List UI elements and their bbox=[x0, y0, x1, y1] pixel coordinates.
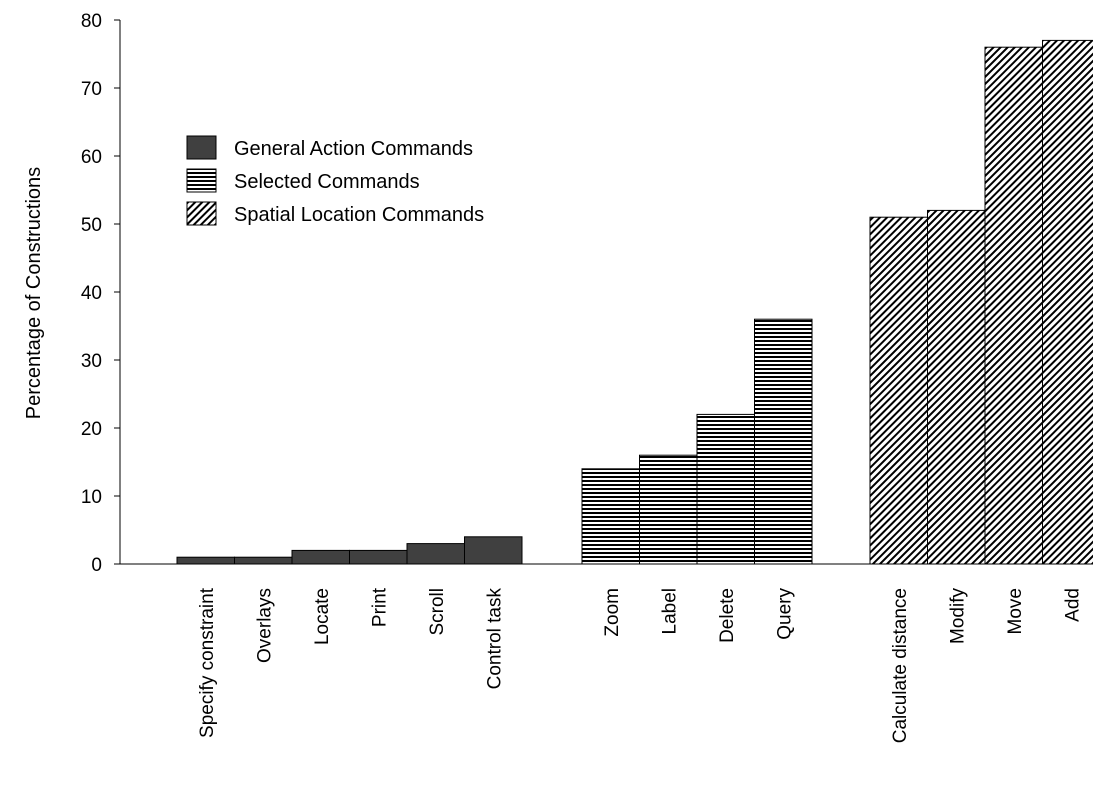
x-tick-label: Specify constraint bbox=[197, 587, 218, 738]
x-tick-label: Label bbox=[659, 588, 680, 635]
series-1 bbox=[581, 318, 813, 565]
legend-swatch bbox=[186, 168, 217, 193]
series-0 bbox=[176, 536, 523, 565]
x-tick-label: Scroll bbox=[427, 588, 448, 636]
x-tick-label: Print bbox=[369, 587, 390, 627]
x-tick-label: Query bbox=[774, 588, 795, 640]
bar bbox=[1042, 39, 1093, 565]
y-tick-label: 60 bbox=[81, 147, 102, 168]
x-tick-label: Locate bbox=[312, 588, 333, 645]
x-tick-label: Zoom bbox=[602, 588, 623, 637]
bar bbox=[464, 536, 523, 565]
bar bbox=[176, 556, 235, 565]
bar bbox=[581, 468, 640, 565]
bars bbox=[176, 39, 1093, 565]
y-axis-title: Percentage of Constructions bbox=[23, 167, 45, 419]
bar bbox=[754, 318, 813, 565]
legend-swatch bbox=[186, 135, 217, 160]
x-tick-label: Calculate distance bbox=[890, 588, 911, 743]
x-tick-label: Modify bbox=[947, 588, 968, 644]
bar bbox=[927, 209, 986, 565]
legend-label: Spatial Location Commands bbox=[234, 204, 484, 226]
y-tick-label: 0 bbox=[91, 555, 102, 576]
series-2 bbox=[869, 39, 1093, 565]
y-tick-label: 30 bbox=[81, 351, 102, 372]
y-tick-label: 50 bbox=[81, 215, 102, 236]
legend-label: General Action Commands bbox=[234, 138, 473, 160]
y-axis: 0 10 20 30 40 50 60 70 80 bbox=[81, 11, 121, 576]
bar bbox=[406, 543, 465, 565]
y-tick-label: 80 bbox=[81, 11, 102, 32]
category-labels: Specify constraint Overlays Locate Print Scr… bbox=[197, 587, 1084, 743]
x-tick-label: Delete bbox=[717, 588, 738, 643]
x-tick-label: Move bbox=[1005, 588, 1026, 634]
bar bbox=[984, 46, 1043, 565]
x-tick-label: Add bbox=[1062, 588, 1083, 622]
y-tick-label: 40 bbox=[81, 283, 102, 304]
bar bbox=[234, 556, 293, 565]
bar bbox=[696, 413, 755, 565]
y-tick-label: 70 bbox=[81, 79, 102, 100]
bar bbox=[349, 549, 408, 565]
legend-swatch bbox=[186, 201, 217, 226]
x-tick-label: Control task bbox=[484, 588, 505, 690]
bar bbox=[639, 454, 698, 565]
bar bbox=[291, 549, 350, 565]
x-tick-label: Overlays bbox=[254, 588, 275, 663]
bar bbox=[869, 216, 928, 565]
y-tick-label: 20 bbox=[81, 419, 102, 440]
legend: General Action Commands Selected Commands… bbox=[186, 135, 484, 226]
y-tick-label: 10 bbox=[81, 487, 102, 508]
legend-label: Selected Commands bbox=[234, 171, 420, 193]
